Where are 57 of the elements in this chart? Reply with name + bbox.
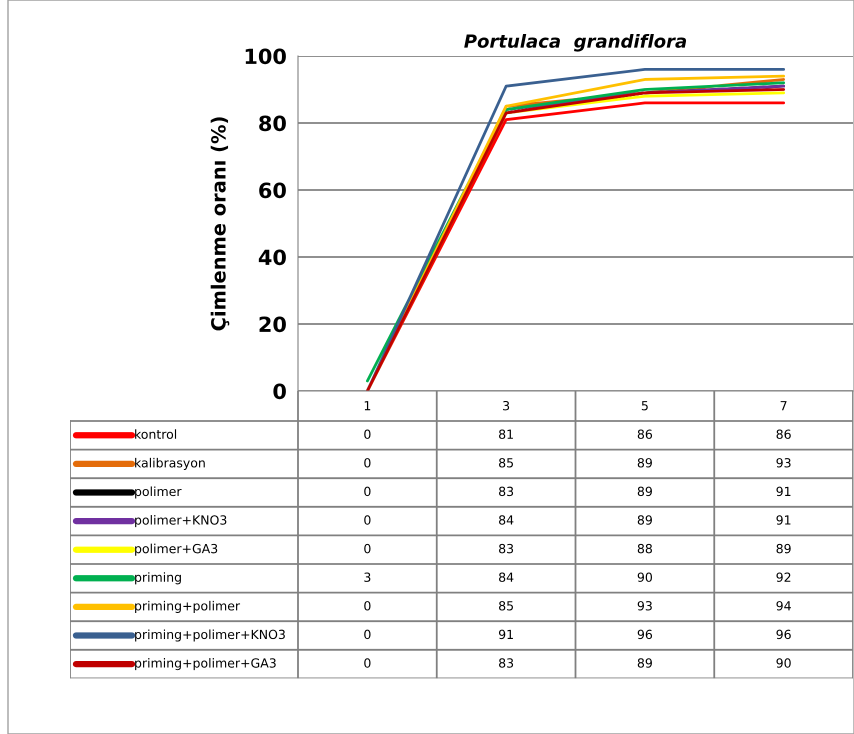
data-label: 89: [638, 486, 652, 496]
y-tick-label: 60: [259, 182, 286, 198]
y-tick-label: 100: [246, 48, 286, 64]
data-label: 93: [776, 458, 791, 468]
legend-label: kontrol: [135, 429, 176, 439]
data-label: 91: [498, 630, 513, 640]
legend-label: polimer+KNO3: [135, 515, 226, 528]
data-label: 89: [776, 544, 791, 554]
y-tick-label: 20: [260, 316, 286, 332]
chart-title: Portulaca grandiflora: [464, 34, 686, 52]
data-label: 90: [776, 658, 791, 668]
data-label: 83: [499, 658, 514, 668]
data-label: 0: [364, 630, 371, 640]
data-label: 91: [776, 486, 790, 496]
data-label: 83: [499, 544, 514, 554]
data-label: 96: [776, 630, 791, 640]
data-label: 89: [638, 515, 652, 525]
x-tick-label: 1: [364, 401, 370, 410]
y-axis-title: Çimlenme oranı (%): [210, 117, 230, 330]
data-label: 84: [499, 515, 514, 525]
x-tick-label: 5: [642, 401, 648, 410]
legend-label: priming: [135, 572, 181, 584]
data-label: 85: [499, 601, 513, 611]
data-label: 0: [364, 601, 371, 611]
data-label: 0: [364, 429, 371, 439]
data-label: 84: [499, 572, 514, 582]
data-label: 0: [364, 658, 371, 668]
data-label: 89: [638, 458, 652, 468]
data-label: 0: [364, 486, 371, 496]
data-label: 86: [776, 429, 791, 439]
data-label: 3: [364, 572, 370, 582]
data-label: 81: [499, 429, 513, 439]
legend-label: polimer+GA3: [135, 544, 218, 556]
data-label: 91: [776, 515, 790, 525]
data-label: 85: [499, 458, 513, 468]
y-tick-label: 80: [259, 115, 286, 132]
data-label: 88: [638, 544, 652, 554]
x-tick-label: 3: [503, 400, 510, 410]
data-label: 89: [638, 658, 652, 668]
legend-label: polimer: [135, 486, 182, 499]
data-label: 83: [499, 486, 514, 496]
data-label: 0: [364, 458, 371, 468]
data-label: 96: [638, 630, 652, 640]
data-label: 94: [776, 601, 791, 611]
data-label: 86: [638, 429, 652, 439]
legend-label: kalibrasyon: [135, 458, 205, 470]
y-tick-label: 40: [258, 249, 286, 266]
x-tick-label: 7: [780, 401, 787, 410]
legend-label: priming+polimer+KNO3: [135, 629, 285, 642]
data-label: 92: [776, 572, 790, 582]
y-tick-label: 0: [273, 383, 286, 400]
data-label: 93: [638, 601, 652, 611]
legend-label: priming+polimer+GA3: [135, 658, 276, 670]
data-label: 90: [638, 572, 652, 582]
legend-label: priming+polimer: [135, 600, 240, 613]
data-label: 0: [364, 544, 371, 554]
data-label: 0: [364, 515, 371, 525]
